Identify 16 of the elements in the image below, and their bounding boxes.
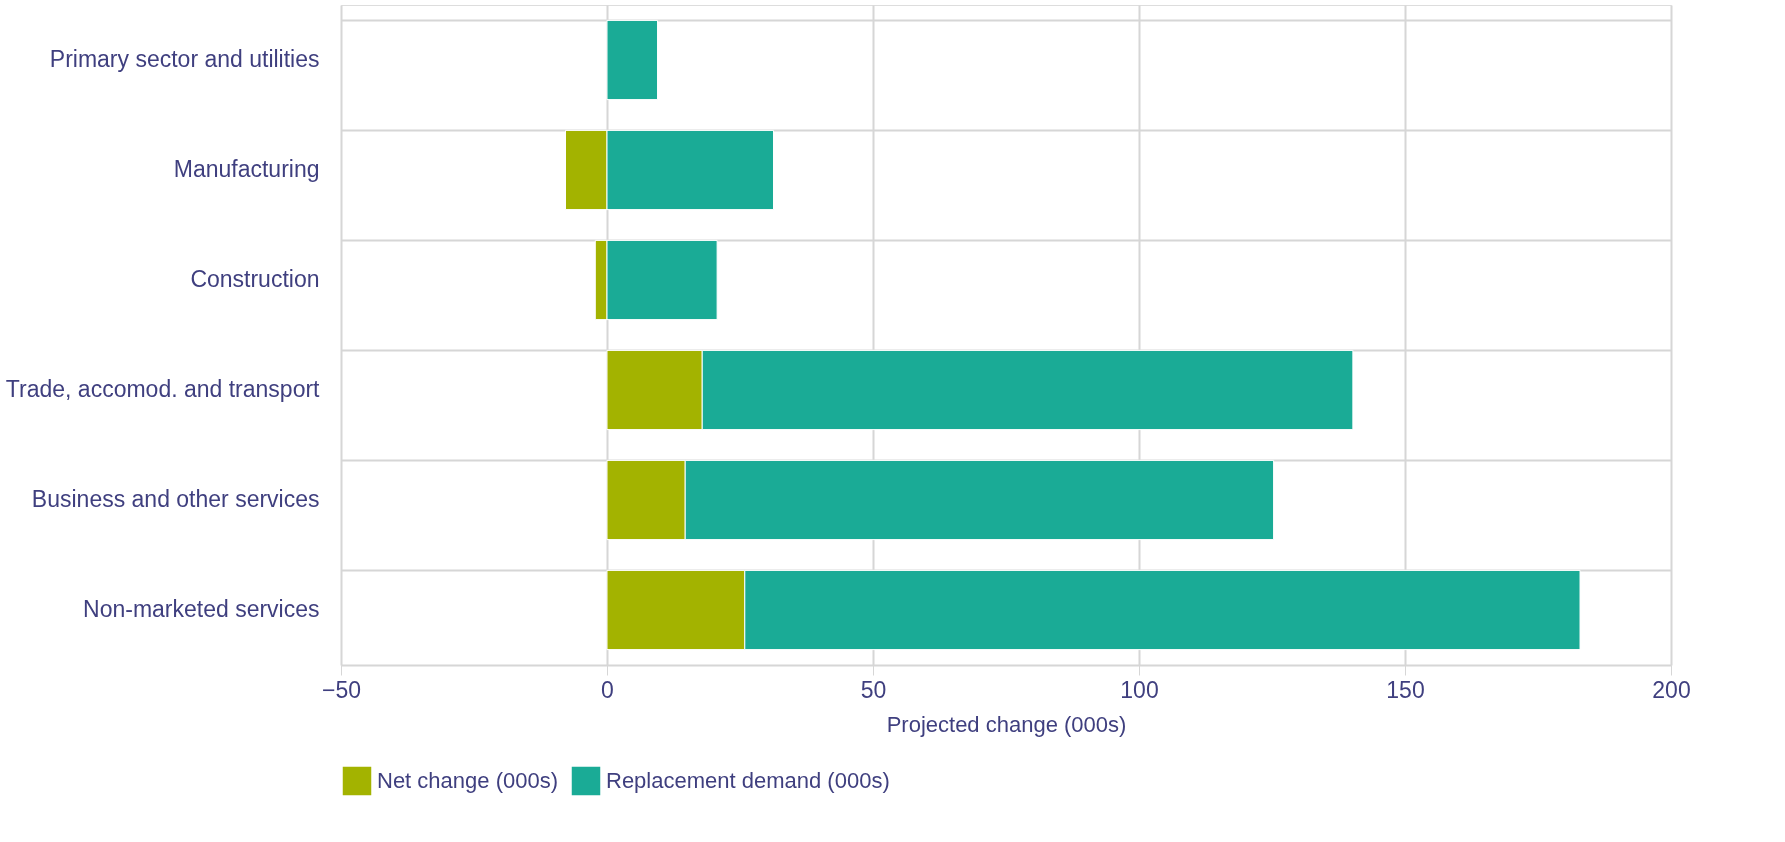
x-tick-label: 200	[1652, 676, 1691, 703]
x-tick-label: 150	[1386, 676, 1425, 703]
y-tick-label: Trade, accomod. and transport	[5, 376, 321, 402]
y-tick-label: Business and other services	[31, 486, 320, 512]
legend-label: Net change (000s)	[377, 768, 558, 793]
x-tick-label: −50	[321, 676, 362, 703]
x-tick-label: 100	[1120, 676, 1159, 703]
legend-label: Replacement demand (000s)	[606, 768, 890, 793]
y-tick-label: Primary sector and utilities	[49, 46, 320, 72]
x-tick-label: 0	[601, 676, 614, 703]
x-axis-title: Projected change (000s)	[886, 711, 1127, 737]
y-tick-label: Non-marketed services	[83, 596, 320, 622]
bar	[606, 19, 659, 101]
y-tick-label: Manufacturing	[173, 156, 320, 182]
x-tick-label: 50	[860, 676, 887, 703]
y-tick-label: Construction	[190, 266, 320, 292]
